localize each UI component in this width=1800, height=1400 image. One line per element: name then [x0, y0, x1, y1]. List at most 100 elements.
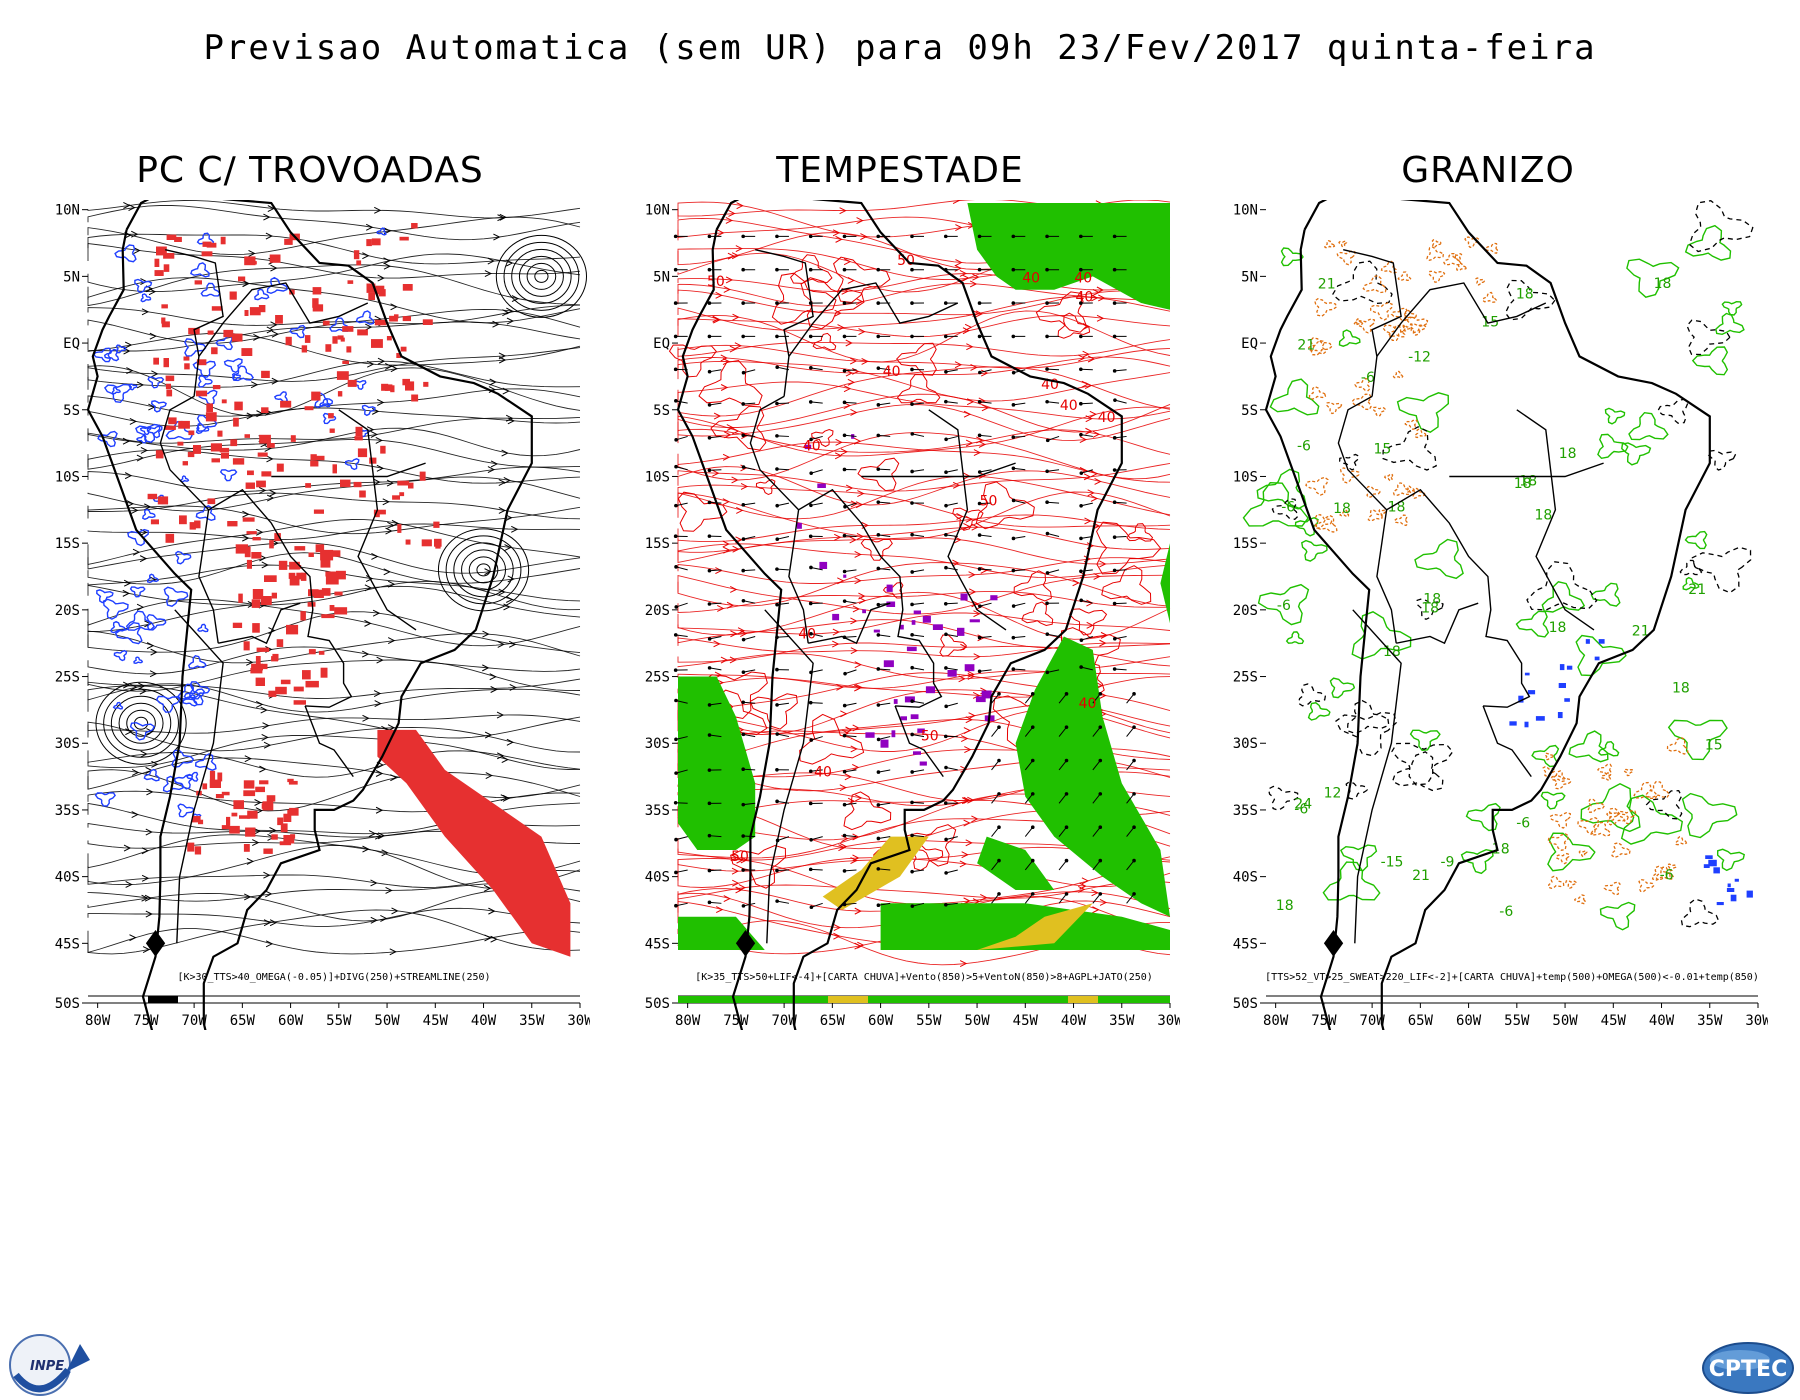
- contour-label: -6: [1499, 904, 1513, 920]
- contour-label: 18: [1421, 601, 1439, 617]
- inpe-logo-text: INPE: [30, 1359, 64, 1374]
- panel-caption: [K>35_TTS>50+LIF<-4]+[CARTA CHUVA]+Vento…: [695, 972, 1153, 983]
- contour-label: -6: [1281, 499, 1295, 515]
- contours: [1242, 224, 1746, 931]
- vortex: [437, 528, 530, 612]
- wind-area: [1160, 543, 1170, 624]
- lat-tick-label: 45S: [55, 936, 80, 952]
- contour-label: 40: [1079, 696, 1097, 712]
- lon-tick-label: 40W: [1649, 1013, 1675, 1029]
- lat-tick-label: 15S: [1233, 536, 1258, 552]
- lat-tick-label: EQ: [653, 336, 670, 352]
- lon-tick-label: 75W: [1311, 1013, 1337, 1029]
- lat-tick-label: 30S: [1233, 736, 1258, 752]
- lat-tick-label: 5S: [1241, 403, 1258, 419]
- lat-tick-label: 35S: [1233, 803, 1258, 819]
- panel-trovoadas: PC C/ TROVOADAS 10N 5N EQ 5S 10S 15S 20S 25S 30S…: [30, 150, 590, 1030]
- lat-tick-label: 10N: [1233, 203, 1258, 219]
- lat-tick-label: EQ: [1241, 336, 1258, 352]
- lat-tick-label: 10N: [55, 203, 80, 219]
- wind-area: [1015, 636, 1170, 917]
- vortex: [495, 234, 588, 318]
- lat-tick-label: 5N: [653, 269, 670, 285]
- panel-title: GRANIZO: [1401, 150, 1575, 191]
- contour-label: 21: [1688, 582, 1706, 598]
- thunderstorm-areas: [147, 223, 442, 549]
- contour-label: 18: [1492, 841, 1510, 857]
- wind-area: [967, 203, 1170, 310]
- lon-tick-label: 50W: [1552, 1013, 1578, 1029]
- contour-label: 18: [1559, 446, 1577, 462]
- wind-arrows: [673, 234, 1136, 910]
- lon-tick-label: 50W: [374, 1013, 400, 1029]
- lon-tick-label: 75W: [723, 1013, 749, 1029]
- lon-tick-label: 80W: [675, 1013, 701, 1029]
- lon-tick-label: 55W: [326, 1013, 352, 1029]
- contour-label: 18: [1519, 474, 1537, 490]
- thunderstorm-band: [377, 729, 571, 957]
- panel-caption: [K>30_TTS>40_OMEGA(-0.05)]+DIVG(250)+STR…: [177, 972, 490, 983]
- contour-label: 18: [1549, 620, 1567, 636]
- lon-tick-label: 55W: [916, 1013, 942, 1029]
- contours: [1426, 236, 1499, 303]
- lat-tick-label: 35S: [645, 803, 670, 819]
- lat-tick-label: 10S: [55, 469, 80, 485]
- lat-tick-label: 45S: [645, 936, 670, 952]
- lon-tick-label: 80W: [85, 1013, 111, 1029]
- contour-label: -6: [1294, 802, 1308, 818]
- lat-tick-label: 35S: [55, 803, 80, 819]
- lon-tick-label: 35W: [1109, 1013, 1135, 1029]
- panel-title: TEMPESTADE: [776, 150, 1024, 191]
- contour-label: 24: [1294, 797, 1312, 813]
- contour-label: 50: [707, 274, 725, 290]
- lon-tick-label: 30W: [567, 1013, 590, 1029]
- contour-label: 50: [980, 494, 998, 510]
- lat-tick-label: 40S: [645, 870, 670, 886]
- coastline: [86, 200, 533, 1030]
- contour-label: 18: [1535, 507, 1553, 523]
- lon-tick-label: 45W: [1601, 1013, 1627, 1029]
- lat-tick-label: 25S: [1233, 670, 1258, 686]
- lat-tick-label: 20S: [645, 603, 670, 619]
- contour-label: 40: [1022, 270, 1040, 286]
- map-trovoadas: 10N 5N EQ 5S 10S 15S 20S 25S 30S 35S 40S 45S 50S 80W 7…: [55, 200, 590, 1030]
- lon-tick-label: 80W: [1263, 1013, 1289, 1029]
- lon-tick-label: 45W: [1013, 1013, 1039, 1029]
- jet-area: [822, 836, 929, 910]
- lat-tick-label: 40S: [1233, 870, 1258, 886]
- lon-tick-label: 35W: [519, 1013, 545, 1029]
- contour-label: -6: [1660, 868, 1674, 884]
- lat-tick-label: 10S: [1233, 469, 1258, 485]
- lon-tick-label: 30W: [1745, 1013, 1768, 1029]
- contour-label: -9: [1441, 855, 1455, 871]
- lat-tick-label: 10S: [645, 469, 670, 485]
- lat-tick-label: 5N: [1241, 269, 1258, 285]
- lat-tick-label: 25S: [645, 670, 670, 686]
- contour-label: 12: [1324, 785, 1342, 801]
- contour-label: -15: [1381, 855, 1404, 871]
- lat-tick-label: 20S: [55, 603, 80, 619]
- contour-label: -6: [1516, 816, 1530, 832]
- contour-label: 50: [897, 253, 915, 269]
- contour-label: 50: [731, 849, 749, 865]
- contour-label: -6: [1361, 370, 1375, 386]
- wind-area: [880, 903, 1170, 950]
- contour-label: 40: [1098, 410, 1116, 426]
- contour-labels: 18-618-6-6 18-61818181815-618211821-61818…: [1276, 276, 1723, 920]
- map-tempestade: 10N 5N EQ 5S 10S 15S 20S 25S 30S 35S 40S 45S 50S 80W 7…: [645, 200, 1180, 1030]
- lon-tick-label: 70W: [1359, 1013, 1385, 1029]
- lat-tick-label: 15S: [55, 536, 80, 552]
- lon-tick-label: 30W: [1157, 1013, 1180, 1029]
- lon-tick-label: 65W: [820, 1013, 846, 1029]
- contour-label: 18: [1423, 591, 1441, 607]
- contour-label: 15: [1705, 737, 1723, 753]
- lat-tick-label: 5S: [653, 403, 670, 419]
- wind-area: [977, 836, 1055, 890]
- panel-title: PC C/ TROVOADAS: [136, 150, 484, 191]
- lon-tick-label: 70W: [771, 1013, 797, 1029]
- contour-label: -12: [1408, 350, 1431, 366]
- contour-label: 18: [1654, 276, 1672, 292]
- contour-label: 50: [921, 729, 939, 745]
- cptec-logo-text: CPTEC: [1709, 1357, 1787, 1382]
